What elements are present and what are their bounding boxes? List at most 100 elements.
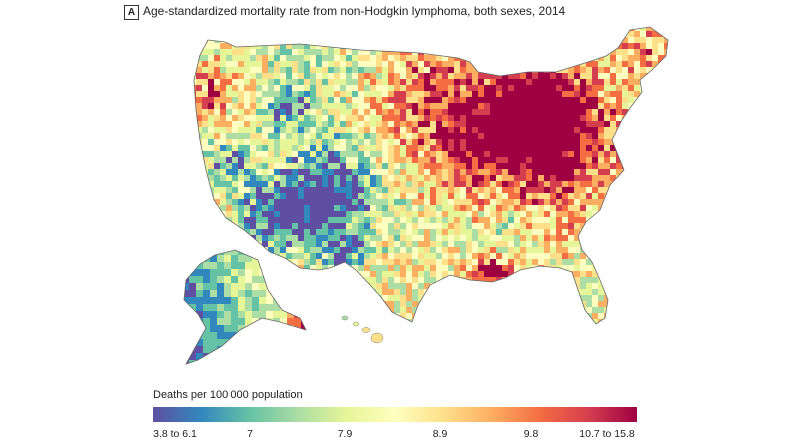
county-cell (448, 217, 455, 224)
county-cell (556, 277, 563, 284)
county-cell (268, 55, 275, 62)
county-cell (340, 151, 347, 158)
county-cell (412, 37, 419, 44)
county-cell (520, 193, 527, 200)
county-cell (418, 61, 425, 68)
county-cell (532, 145, 539, 152)
county-cell (490, 253, 497, 260)
county-cell (508, 31, 515, 38)
county-cell (436, 103, 443, 110)
county-cell (286, 85, 293, 92)
county-cell (538, 133, 545, 140)
county-cell (250, 73, 257, 80)
county-cell (646, 37, 653, 44)
county-cell (532, 229, 539, 236)
county-cell (370, 139, 377, 146)
county-cell (274, 43, 281, 50)
county-cell (544, 217, 551, 224)
county-cell (208, 217, 215, 224)
county-cell (544, 307, 551, 314)
county-cell (526, 229, 533, 236)
county-cell (268, 31, 275, 38)
county-cell (592, 31, 599, 38)
county-cell (664, 271, 668, 278)
county-cell (652, 163, 659, 170)
county-cell (490, 145, 497, 152)
county-cell (448, 205, 455, 212)
county-cell (298, 241, 305, 248)
county-cell (262, 27, 269, 32)
county-cell (274, 265, 281, 272)
county-cell (268, 97, 275, 104)
county-cell (208, 31, 215, 38)
county-cell (466, 55, 473, 62)
county-cell (544, 169, 551, 176)
county-cell (586, 133, 593, 140)
county-cell (298, 49, 305, 56)
county-cell (664, 169, 668, 176)
county-cell (454, 109, 461, 116)
county-cell (304, 67, 311, 74)
county-cell (226, 187, 233, 194)
county-cell (616, 55, 623, 62)
county-cell (262, 145, 269, 152)
county-cell (454, 307, 461, 314)
county-cell (214, 55, 221, 62)
county-cell (268, 91, 275, 98)
county-cell (376, 181, 383, 188)
county-cell (652, 175, 659, 182)
county-cell (274, 55, 281, 62)
county-cell (454, 235, 461, 242)
county-cell (418, 169, 425, 176)
county-cell (202, 121, 209, 128)
county-cell (346, 139, 353, 146)
county-cell (442, 61, 449, 68)
county-cell (670, 61, 676, 67)
county-cell (210, 311, 218, 319)
county-cell (274, 271, 281, 278)
county-cell (280, 193, 287, 200)
county-cell (202, 37, 209, 44)
county-cell (189, 353, 197, 361)
county-cell (634, 295, 641, 302)
county-cell (224, 346, 232, 354)
county-cell (394, 259, 401, 266)
county-cell (520, 97, 527, 104)
county-cell (478, 157, 485, 164)
county-cell (616, 61, 623, 68)
county-cell (412, 133, 419, 140)
county-cell (202, 187, 209, 194)
county-cell (382, 163, 389, 170)
county-cell (259, 255, 267, 263)
county-cell (568, 43, 575, 50)
county-cell (406, 127, 413, 134)
county-cell (592, 151, 599, 158)
county-cell (220, 139, 227, 146)
county-cell (388, 235, 395, 242)
county-cell (310, 241, 317, 248)
county-cell (484, 217, 491, 224)
county-cell (460, 97, 467, 104)
county-cell (256, 325, 262, 331)
county-cell (478, 253, 485, 260)
county-cell (484, 253, 491, 260)
county-cell (622, 223, 629, 230)
county-cell (274, 175, 281, 182)
county-cell (556, 295, 563, 302)
county-cell (484, 61, 491, 68)
county-cell (490, 163, 497, 170)
county-cell (256, 223, 263, 230)
county-cell (646, 43, 653, 50)
county-cell (262, 229, 269, 236)
county-cell (502, 27, 509, 32)
county-cell (196, 27, 203, 32)
county-cell (322, 37, 329, 44)
county-cell (292, 241, 299, 248)
county-cell (412, 169, 419, 176)
county-cell (574, 67, 581, 74)
county-cell (202, 31, 209, 38)
county-cell (526, 175, 533, 182)
county-cell (382, 43, 389, 50)
county-cell (280, 61, 287, 68)
county-cell (550, 253, 557, 260)
